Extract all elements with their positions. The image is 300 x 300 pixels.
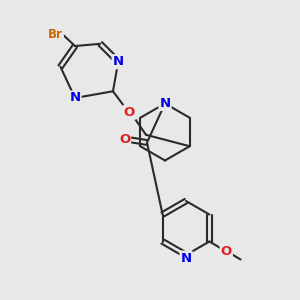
Text: O: O xyxy=(119,133,130,146)
Text: N: N xyxy=(69,92,81,104)
Text: Br: Br xyxy=(48,28,63,41)
Text: N: N xyxy=(180,251,192,265)
Text: O: O xyxy=(220,245,232,258)
Text: O: O xyxy=(124,106,135,119)
Text: N: N xyxy=(159,97,171,110)
Text: N: N xyxy=(112,55,124,68)
